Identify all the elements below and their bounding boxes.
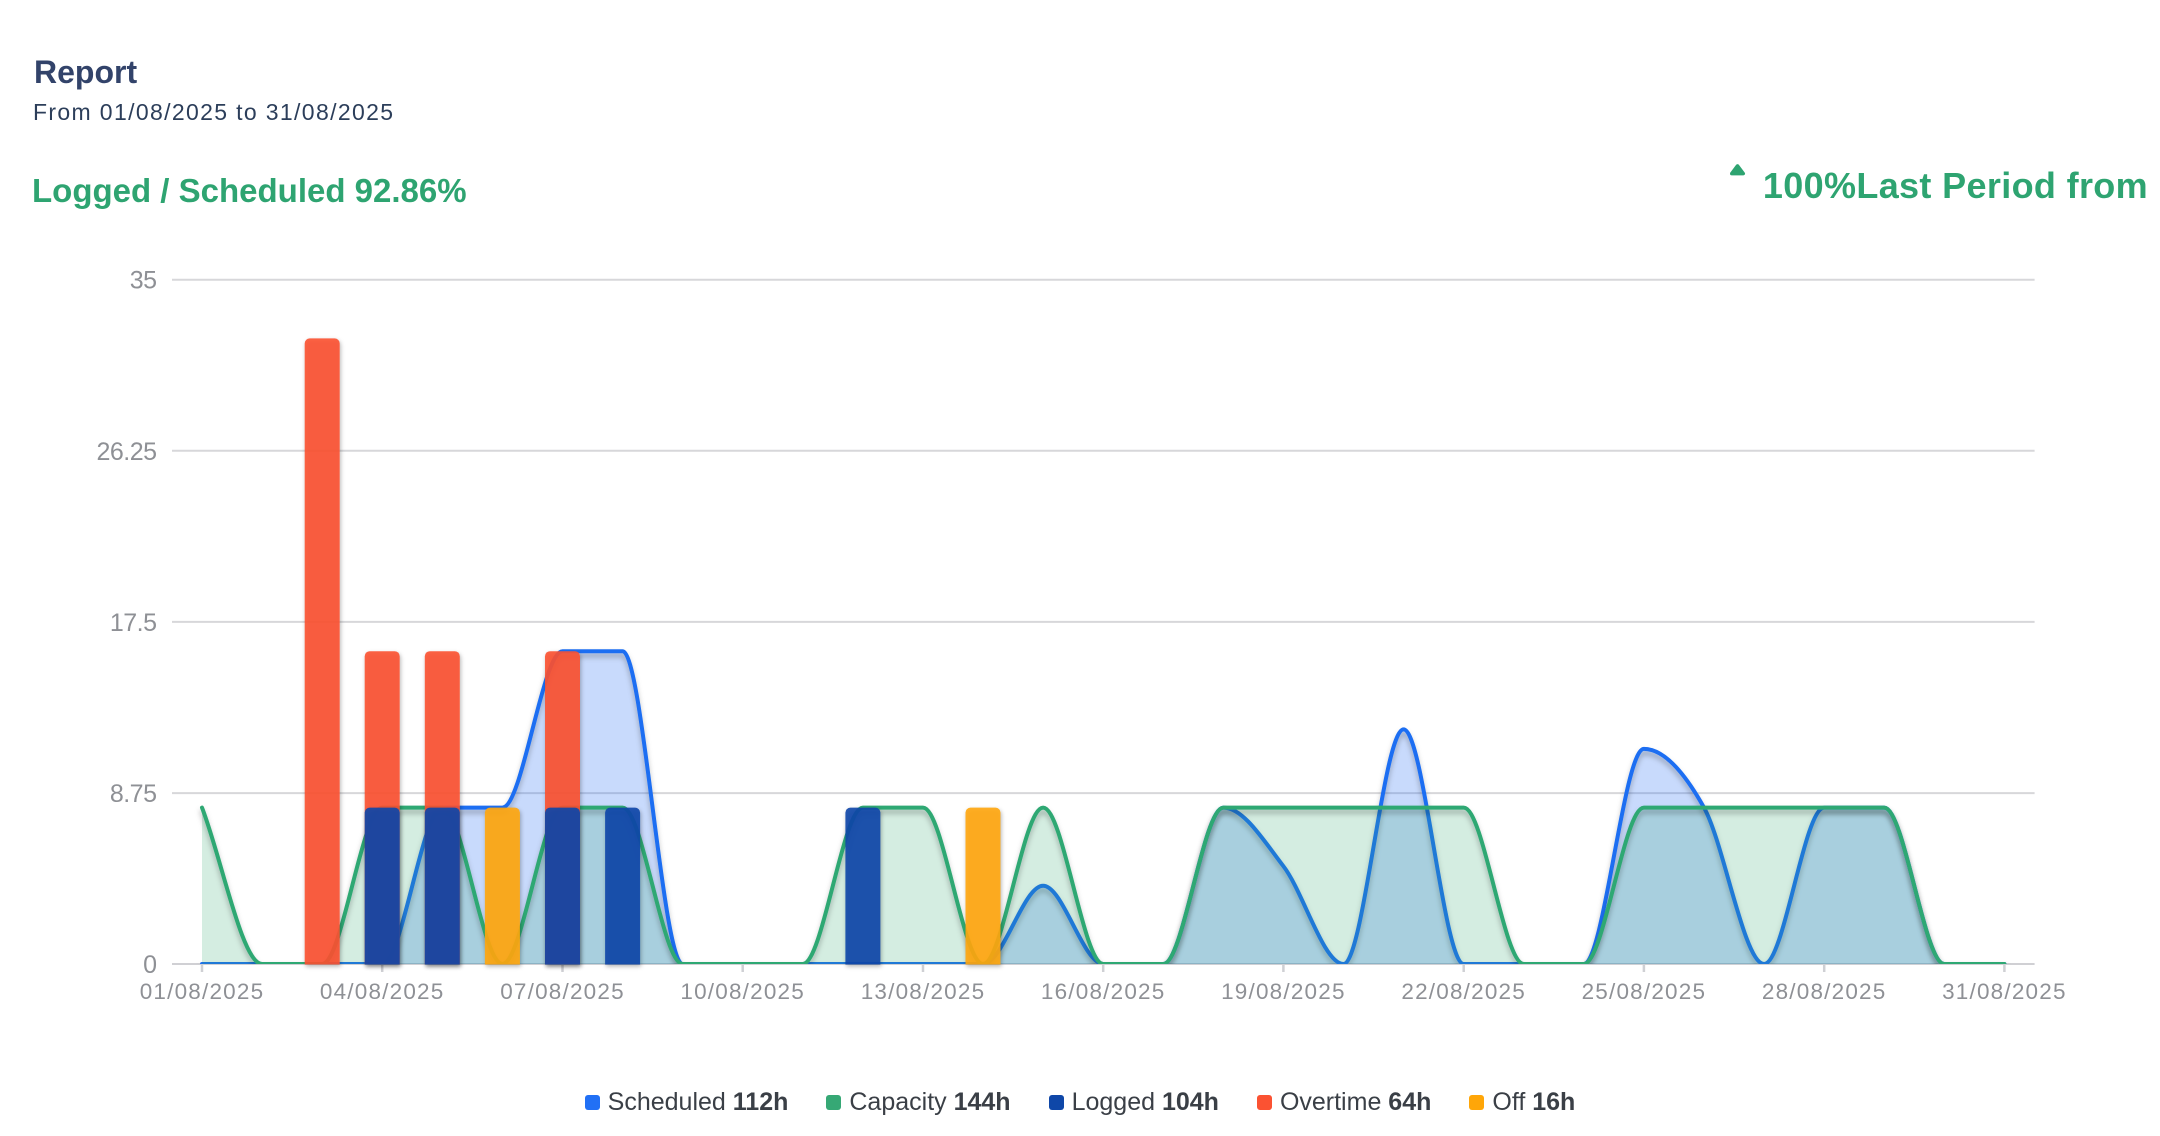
svg-text:0: 0 bbox=[143, 951, 156, 979]
svg-text:04/08/2025: 04/08/2025 bbox=[320, 979, 445, 1004]
svg-text:28/08/2025: 28/08/2025 bbox=[1762, 979, 1887, 1004]
svg-text:26.25: 26.25 bbox=[96, 438, 156, 466]
svg-text:01/08/2025: 01/08/2025 bbox=[140, 979, 265, 1004]
svg-text:25/08/2025: 25/08/2025 bbox=[1582, 979, 1707, 1004]
svg-text:31/08/2025: 31/08/2025 bbox=[1942, 979, 2067, 1004]
svg-text:8.75: 8.75 bbox=[110, 780, 157, 808]
svg-text:07/08/2025: 07/08/2025 bbox=[500, 979, 625, 1004]
svg-text:19/08/2025: 19/08/2025 bbox=[1221, 979, 1346, 1004]
svg-text:16/08/2025: 16/08/2025 bbox=[1041, 979, 1166, 1004]
svg-text:17.5: 17.5 bbox=[110, 609, 157, 637]
svg-text:22/08/2025: 22/08/2025 bbox=[1401, 979, 1526, 1004]
svg-text:10/08/2025: 10/08/2025 bbox=[680, 979, 805, 1004]
svg-text:35: 35 bbox=[130, 267, 157, 295]
svg-text:13/08/2025: 13/08/2025 bbox=[861, 979, 986, 1004]
